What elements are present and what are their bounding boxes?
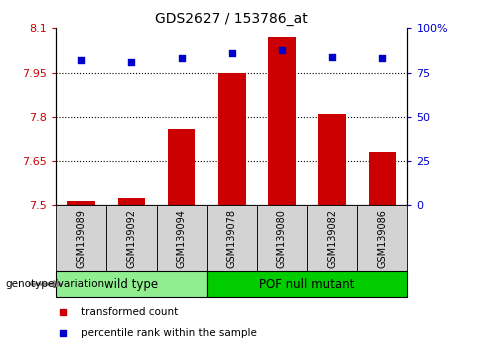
Text: POF null mutant: POF null mutant — [260, 278, 355, 291]
Bar — [56, 205, 106, 271]
Bar — [218, 73, 245, 205]
Point — [77, 57, 85, 63]
Point — [228, 50, 236, 56]
Bar — [318, 114, 346, 205]
Text: GSM139094: GSM139094 — [177, 209, 186, 268]
Bar — [106, 205, 157, 271]
Bar — [368, 152, 396, 205]
Text: GSM139082: GSM139082 — [327, 209, 337, 268]
Point — [178, 56, 185, 61]
Bar — [56, 271, 207, 297]
Text: genotype/variation: genotype/variation — [5, 279, 104, 289]
Text: wild type: wild type — [104, 278, 159, 291]
Bar — [157, 205, 207, 271]
Point — [278, 47, 286, 52]
Text: GSM139089: GSM139089 — [76, 209, 86, 268]
Bar — [118, 198, 145, 205]
Text: transformed count: transformed count — [81, 307, 178, 316]
Bar — [257, 205, 307, 271]
Text: GSM139092: GSM139092 — [126, 209, 137, 268]
Bar — [207, 271, 407, 297]
Text: GSM139080: GSM139080 — [277, 209, 287, 268]
Point — [127, 59, 135, 65]
Bar — [357, 205, 407, 271]
Bar — [168, 129, 195, 205]
Title: GDS2627 / 153786_at: GDS2627 / 153786_at — [155, 12, 308, 26]
Text: percentile rank within the sample: percentile rank within the sample — [81, 328, 257, 338]
Bar — [67, 201, 95, 205]
Bar — [307, 205, 357, 271]
Point — [379, 56, 386, 61]
Text: GSM139078: GSM139078 — [227, 209, 237, 268]
Bar — [268, 37, 296, 205]
Text: GSM139086: GSM139086 — [377, 209, 387, 268]
Point — [328, 54, 336, 59]
Bar — [207, 205, 257, 271]
